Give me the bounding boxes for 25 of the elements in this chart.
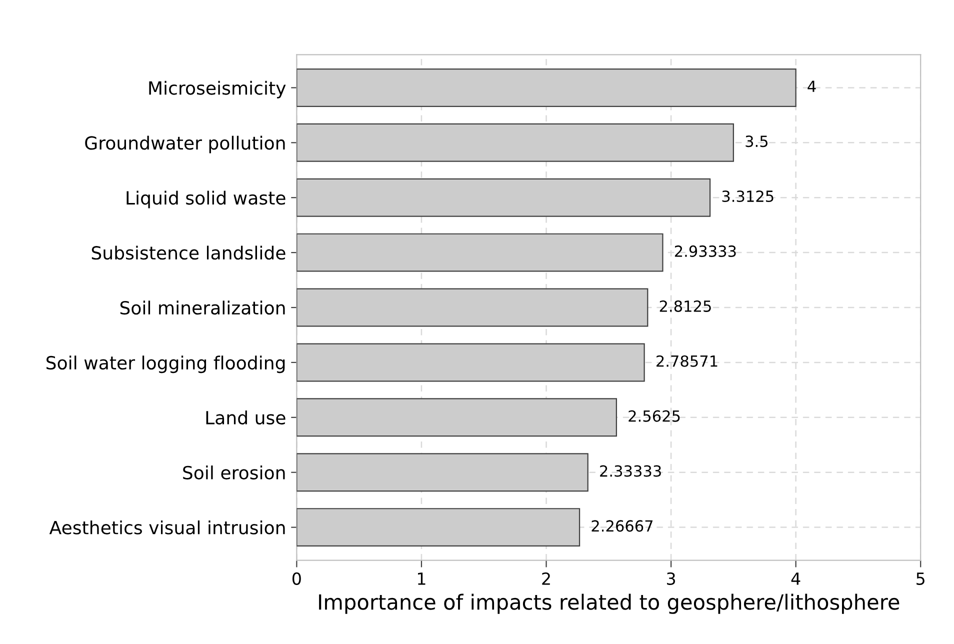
y-tick-label: Liquid solid waste <box>126 190 286 208</box>
data-label: 3.3125 <box>722 190 774 202</box>
x-tick-label: 1 <box>418 572 426 585</box>
x-axis-title: Importance of impacts related to geosphere/lithosphere <box>319 594 900 614</box>
x-tick-label: 0 <box>292 572 301 585</box>
y-tick-label: Land use <box>206 410 286 425</box>
y-tick-label: Soil erosion <box>183 466 285 480</box>
y-tick-label: Aesthetics visual intrusion <box>49 520 285 534</box>
y-tick-label: Subsistence landslide <box>92 246 286 260</box>
y-tick-label: Soil water logging flooding <box>46 356 285 374</box>
y-tick-label: Microseismicity <box>149 80 286 98</box>
data-label: 4 <box>808 80 816 92</box>
data-label: 2.5625 <box>628 410 680 422</box>
data-label: 2.78571 <box>656 355 718 367</box>
data-label: 2.8125 <box>660 300 711 312</box>
x-tick-label: 2 <box>542 572 550 585</box>
y-tick-label: Soil mineralization <box>120 300 285 315</box>
data-label: 2.33333 <box>600 465 661 477</box>
x-tick-label: 3 <box>667 572 676 585</box>
x-tick-label: 5 <box>916 572 924 585</box>
x-tick-label: 4 <box>791 572 800 585</box>
y-tick-label: Groundwater pollution <box>85 136 285 154</box>
data-label: 3.5 <box>746 136 768 148</box>
data-label: 2.26667 <box>592 520 653 532</box>
data-label: 2.93333 <box>674 245 736 257</box>
